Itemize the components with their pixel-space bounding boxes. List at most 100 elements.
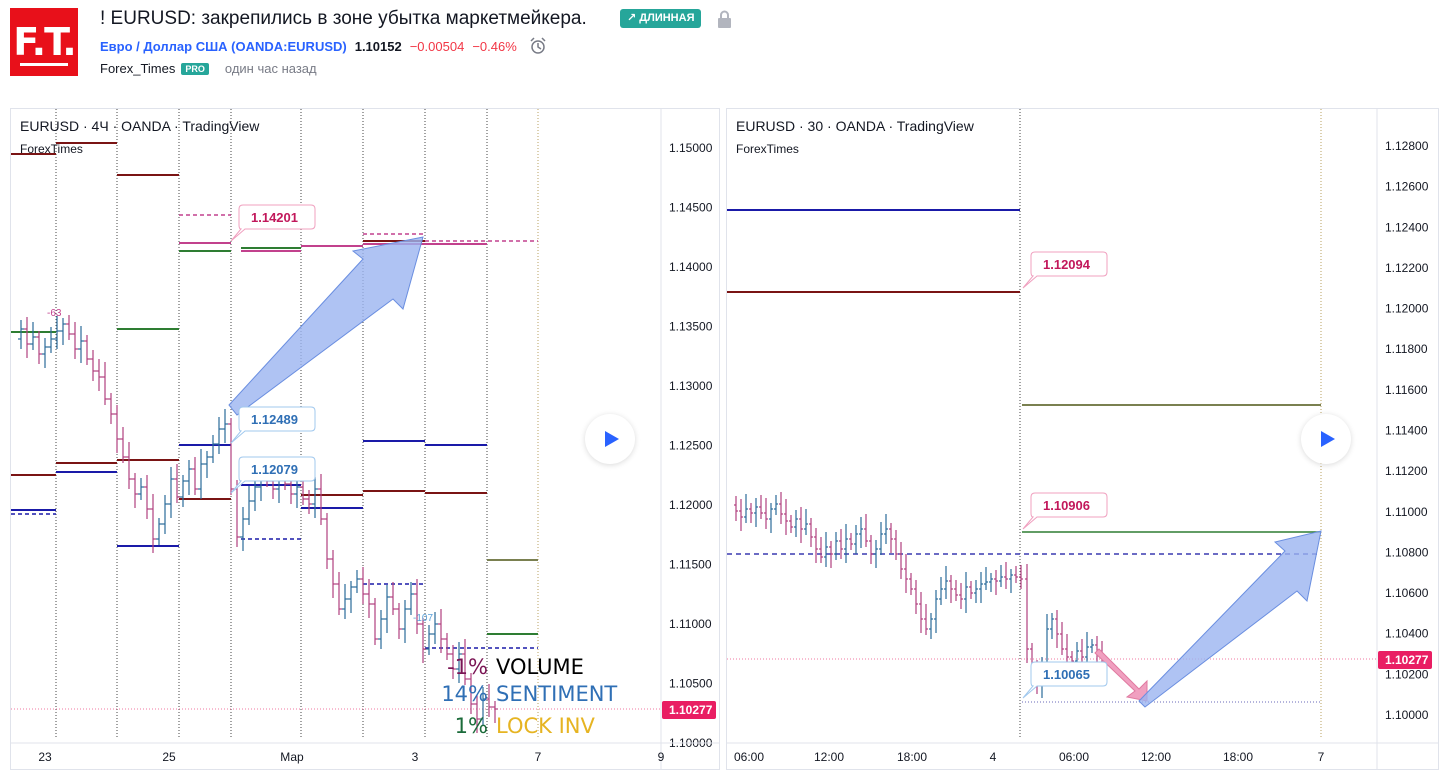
ohlc-bar bbox=[348, 581, 354, 613]
time-tick-label: Мар bbox=[280, 750, 304, 764]
ohlc-bar bbox=[330, 550, 336, 598]
price-tick-label: 1.10800 bbox=[1385, 545, 1429, 559]
price-axis: 1.12800 1.12600 1.12400 1.12200 1.12000 1.118… bbox=[1376, 109, 1429, 769]
price-tick-label: 1.11200 bbox=[1385, 464, 1428, 478]
ohlc-bar bbox=[384, 585, 390, 633]
price-tick-label: 1.10500 bbox=[669, 677, 713, 691]
ohlc-bar bbox=[829, 541, 833, 568]
ohlc-bar bbox=[814, 528, 818, 563]
time-tick-label: 18:00 bbox=[897, 750, 927, 764]
projection-arrow bbox=[228, 236, 424, 416]
ohlc-bar bbox=[749, 503, 753, 523]
time-tick-label: 25 bbox=[162, 750, 176, 764]
level-lines bbox=[11, 142, 538, 635]
chart-30m[interactable]: 1.12094 1.10906 1.10065 1.12800 1.12600 1.… bbox=[726, 108, 1439, 770]
ohlc-bar bbox=[24, 317, 30, 358]
callout-text: 1.10906 bbox=[1043, 498, 1090, 513]
long-direction-badge: ↗ ДЛИННАЯ bbox=[620, 9, 702, 28]
ohlc-bar bbox=[864, 514, 868, 547]
alarm-clock-icon[interactable] bbox=[529, 37, 547, 55]
price-tick-label: 1.12000 bbox=[669, 498, 713, 512]
ohlc-bar bbox=[138, 478, 144, 500]
ohlc-bar bbox=[342, 584, 348, 619]
ohlc-bar bbox=[66, 315, 72, 340]
price-tick-label: 1.11800 bbox=[1385, 342, 1428, 356]
ohlc-bar bbox=[784, 499, 788, 535]
price-tick-label: 1.12800 bbox=[1385, 139, 1429, 153]
ohlc-bar bbox=[874, 540, 878, 568]
ohlc-bar bbox=[744, 494, 748, 523]
idea-title: ! EURUSD: закрепились в зоне убытка марк… bbox=[100, 8, 587, 29]
ohlc-bar bbox=[468, 673, 474, 714]
price-tick-label: 1.10600 bbox=[1385, 586, 1429, 600]
time-tick-label: 12:00 bbox=[814, 750, 844, 764]
price-tick-label: 1.11000 bbox=[669, 617, 712, 631]
ohlc-bar bbox=[794, 510, 798, 537]
ohlc-bar bbox=[378, 610, 384, 649]
ohlc-bar bbox=[1019, 565, 1023, 589]
ohlc-bar bbox=[78, 326, 84, 363]
ohlc-bar bbox=[354, 570, 360, 593]
ohlc-bar bbox=[438, 609, 444, 653]
ohlc-bar bbox=[949, 575, 953, 603]
ohlc-bar bbox=[300, 481, 306, 505]
ohlc-bar bbox=[210, 435, 216, 463]
ohlc-bar bbox=[839, 529, 843, 559]
ohlc-bar bbox=[150, 494, 156, 553]
ft-logo[interactable]: F.T. bbox=[10, 8, 78, 76]
ohlc-bar bbox=[114, 405, 120, 453]
ohlc-bar bbox=[492, 701, 498, 723]
ohlc-bar bbox=[60, 318, 66, 345]
ohlc-bar bbox=[959, 583, 963, 609]
ohlc-bar bbox=[312, 477, 318, 518]
price-tick-label: 1.14000 bbox=[669, 260, 713, 274]
ohlc-bar bbox=[764, 498, 768, 529]
ohlc-bar bbox=[36, 331, 42, 364]
time-tick-label: 18:00 bbox=[1223, 750, 1253, 764]
author-name[interactable]: Forex_Times bbox=[100, 61, 176, 76]
ohlc-bar bbox=[854, 525, 858, 554]
price-tick-label: 1.12400 bbox=[1385, 220, 1429, 234]
ohlc-bar bbox=[180, 475, 186, 507]
price-change: −0.00504 bbox=[409, 38, 465, 54]
ohlc-bar bbox=[96, 359, 102, 391]
ohlc-bar bbox=[954, 580, 958, 601]
chart-4h[interactable]: 1.14201 1.12489 1.12079 -63 -107 1.15000… bbox=[10, 108, 720, 770]
price-callout-3: 1.10065 bbox=[1022, 661, 1108, 699]
play-button[interactable] bbox=[1301, 414, 1351, 464]
price-tick-label: 1.12600 bbox=[1385, 180, 1429, 194]
ohlc-bar bbox=[30, 322, 36, 350]
ohlc-bar bbox=[819, 537, 823, 563]
ohlc-bar bbox=[336, 572, 342, 615]
ohlc-bar bbox=[834, 532, 838, 560]
ohlc-bar bbox=[306, 490, 312, 514]
ohlc-bar bbox=[426, 625, 432, 655]
lock-icon bbox=[718, 10, 731, 28]
chart-legend: EURUSD · 30 · OANDA · TradingView bbox=[736, 118, 974, 134]
price-tick-label: 1.11600 bbox=[1385, 383, 1428, 397]
symbol-link[interactable]: Евро / Доллар США (OANDA:EURUSD) bbox=[100, 38, 347, 54]
ohlc-bar bbox=[924, 604, 928, 635]
ohlc-bar bbox=[884, 514, 888, 544]
ohlc-bar bbox=[252, 481, 258, 511]
ohlc-bar bbox=[450, 645, 456, 679]
svg-text:1.10277: 1.10277 bbox=[669, 703, 713, 717]
ohlc-bar bbox=[989, 573, 993, 592]
ohlc-bar bbox=[228, 418, 234, 495]
ohlc-bar bbox=[462, 639, 468, 685]
ohlc-bar bbox=[809, 518, 813, 547]
play-button[interactable] bbox=[585, 414, 635, 464]
ohlc-bar bbox=[324, 513, 330, 569]
ohlc-bar bbox=[974, 580, 978, 603]
ohlc-bar bbox=[774, 495, 778, 515]
ohlc-bar bbox=[779, 492, 783, 524]
ohlc-bar bbox=[372, 598, 378, 645]
ohlc-bar bbox=[402, 600, 408, 643]
ohlc-bar bbox=[486, 684, 492, 717]
ohlc-bar bbox=[156, 518, 162, 545]
volume-marker: -63 bbox=[47, 308, 62, 319]
ohlc-bar bbox=[222, 409, 228, 443]
price-tick-label: 1.13500 bbox=[669, 320, 713, 334]
ohlc-bar bbox=[408, 582, 414, 615]
time-tick-label: 06:00 bbox=[1059, 750, 1089, 764]
